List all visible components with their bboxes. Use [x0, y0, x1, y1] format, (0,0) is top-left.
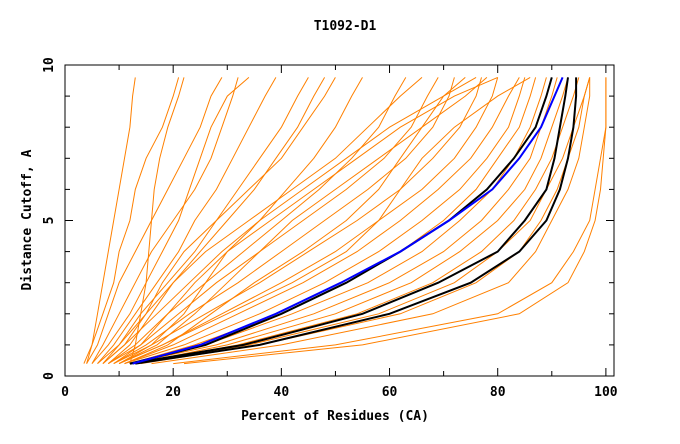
model-series-line [97, 77, 326, 364]
model-series-line [113, 77, 482, 365]
y-tick-label: 5 [42, 217, 57, 225]
model-series-line [135, 77, 591, 365]
model-series-line [118, 77, 499, 365]
highlight-series-line [129, 77, 569, 365]
model-series-line [86, 77, 180, 364]
x-tick-label: 20 [165, 385, 181, 400]
model-series-line [86, 77, 223, 364]
highlight-series-line [135, 77, 578, 365]
highlight-series-line [132, 77, 564, 365]
model-series-line [183, 77, 607, 365]
axes-group: 0 20 40 60 80 100 0 5 10 [42, 57, 618, 400]
model-series-line [135, 77, 580, 365]
x-tick-label: 0 [61, 385, 69, 400]
plot-frame [64, 64, 615, 377]
model-series-line [113, 76, 498, 365]
model-series-line [118, 77, 488, 365]
model-series-line [118, 76, 531, 365]
model-series-line [151, 77, 591, 365]
model-series-line [107, 77, 423, 364]
model-series-line [129, 77, 547, 365]
model-series-line [91, 77, 239, 364]
x-tick-label: 60 [382, 385, 398, 400]
model-series-line [129, 77, 185, 364]
model-series-line [124, 77, 520, 365]
x-tick-label: 80 [490, 385, 506, 400]
model-series-line [124, 77, 466, 365]
chart-title: T1092-D1 [314, 19, 377, 34]
model-series-line [118, 76, 477, 365]
model-series-line [135, 77, 569, 365]
x-axis-label: Percent of Residues (CA) [241, 409, 429, 424]
model-series-line [140, 77, 591, 365]
y-tick-label: 0 [42, 372, 57, 380]
x-tick-label: 40 [274, 385, 290, 400]
model-series-line [102, 77, 309, 364]
model-series-line [113, 77, 455, 365]
model-series-line [108, 77, 439, 365]
x-tick-label: 100 [594, 385, 618, 400]
model-series-line [91, 77, 250, 364]
y-tick-label: 10 [42, 57, 57, 73]
model-series-line [102, 77, 336, 364]
y-axis-label: Distance Cutoff, A [20, 149, 35, 290]
model-series-line [108, 77, 407, 365]
model-series-line [97, 77, 277, 364]
model-series-line [83, 77, 136, 364]
series-group [83, 76, 607, 365]
model-series-line [124, 77, 526, 365]
